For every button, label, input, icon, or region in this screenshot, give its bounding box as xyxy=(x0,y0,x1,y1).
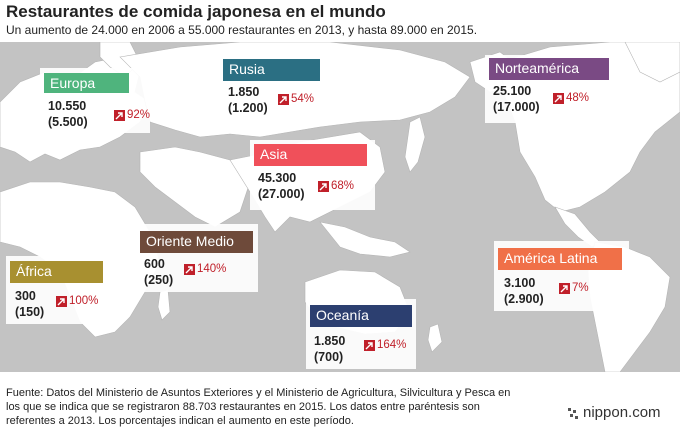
region-label-oriente: Oriente Medio xyxy=(140,231,253,253)
increase-value-oceania: 164% xyxy=(377,339,407,351)
value-2013-latina: (2.900) xyxy=(504,292,544,306)
region-label-europa: Europa xyxy=(44,73,129,93)
increase-rusia: 54% xyxy=(278,93,314,105)
increase-value-rusia: 54% xyxy=(291,93,315,105)
region-values-rusia: 1.850 (1.200) xyxy=(228,84,268,116)
increase-arrow-icon xyxy=(184,263,195,275)
value-2015-europa: 10.550 xyxy=(48,99,87,113)
increase-arrow-icon xyxy=(278,93,289,105)
increase-arrow-icon xyxy=(114,109,125,121)
region-label-africa: África xyxy=(10,261,103,283)
value-2013-europa: (5.500) xyxy=(48,115,88,129)
region-values-norteamerica: 25.100 (17.000) xyxy=(493,83,540,115)
increase-asia: 68% xyxy=(318,180,354,192)
value-2013-asia: (27.000) xyxy=(258,187,305,201)
value-2015-latina: 3.100 xyxy=(504,276,536,290)
region-values-asia: 45.300 (27.000) xyxy=(258,170,305,202)
value-2015-rusia: 1.850 xyxy=(228,85,260,99)
region-card-latina: América Latina 3.100 (2.900) 7% xyxy=(494,241,629,311)
increase-norteamerica: 48% xyxy=(553,92,589,104)
region-label-asia: Asia xyxy=(254,144,367,166)
region-label-oceania: Oceanía xyxy=(310,305,412,327)
region-values-oceania: 1.850 (700) xyxy=(314,333,345,365)
region-card-norteamerica: Norteamérica 25.100 (17.000) 48% xyxy=(485,55,613,123)
value-2015-oceania: 1.850 xyxy=(314,334,346,348)
nippon-logo-icon xyxy=(568,407,580,419)
increase-value-norteamerica: 48% xyxy=(566,92,590,104)
value-2015-africa: 300 xyxy=(15,289,36,303)
increase-value-oriente: 140% xyxy=(197,263,227,275)
region-card-oceania: Oceanía 1.850 (700) 164% xyxy=(306,299,416,369)
increase-value-asia: 68% xyxy=(331,180,355,192)
landmass-new-zealand xyxy=(427,323,443,353)
region-card-asia: Asia 45.300 (27.000) 68% xyxy=(250,140,375,210)
increase-africa: 100% xyxy=(56,295,98,307)
landmass-japan xyxy=(404,116,426,173)
region-card-europa: Europa 10.550 (5.500) 92% xyxy=(40,68,150,133)
increase-europa: 92% xyxy=(114,109,150,121)
increase-value-latina: 7% xyxy=(572,282,589,294)
increase-value-africa: 100% xyxy=(69,295,99,307)
region-label-latina: América Latina xyxy=(498,248,622,270)
increase-oriente: 140% xyxy=(184,263,226,275)
region-values-oriente: 600 (250) xyxy=(144,256,173,288)
value-2015-asia: 45.300 xyxy=(258,171,297,185)
region-label-norteamerica: Norteamérica xyxy=(489,58,609,80)
page-title: Restaurantes de comida japonesa en el mu… xyxy=(6,2,386,21)
region-card-oriente: Oriente Medio 600 (250) 140% xyxy=(136,224,258,292)
value-2013-rusia: (1.200) xyxy=(228,101,268,115)
increase-arrow-icon xyxy=(553,92,564,104)
increase-value-europa: 92% xyxy=(127,109,151,121)
landmass-greenland xyxy=(624,42,680,83)
increase-arrow-icon xyxy=(56,295,67,307)
value-2013-oriente: (250) xyxy=(144,273,174,287)
value-2015-oriente: 600 xyxy=(144,257,165,271)
landmass-middle-east xyxy=(139,146,251,228)
landmass-madagascar xyxy=(157,289,171,321)
page-subtitle: Un aumento de 24.000 en 2006 a 55.000 re… xyxy=(6,23,478,37)
region-label-rusia: Rusia xyxy=(223,59,320,81)
value-2013-oceania: (700) xyxy=(314,350,344,364)
brand-logo[interactable]: nippon.com xyxy=(568,404,661,421)
increase-arrow-icon xyxy=(318,180,329,192)
region-values-africa: 300 (150) xyxy=(15,288,44,320)
source-note: Fuente: Datos del Ministerio de Asuntos … xyxy=(6,387,511,427)
region-values-latina: 3.100 (2.900) xyxy=(504,275,544,307)
value-2013-norteamerica: (17.000) xyxy=(493,100,540,114)
landmass-southeast-asia xyxy=(319,221,411,258)
value-2015-norteamerica: 25.100 xyxy=(493,84,532,98)
value-2013-africa: (150) xyxy=(15,305,45,319)
region-card-rusia: Rusia 1.850 (1.200) 54% xyxy=(220,56,330,124)
increase-oceania: 164% xyxy=(364,339,406,351)
brand-logo-text: nippon.com xyxy=(583,404,661,421)
increase-arrow-icon xyxy=(559,282,570,294)
increase-arrow-icon xyxy=(364,339,375,351)
region-values-europa: 10.550 (5.500) xyxy=(48,98,88,130)
region-card-africa: África 300 (150) 100% xyxy=(6,256,110,324)
increase-latina: 7% xyxy=(559,282,589,294)
